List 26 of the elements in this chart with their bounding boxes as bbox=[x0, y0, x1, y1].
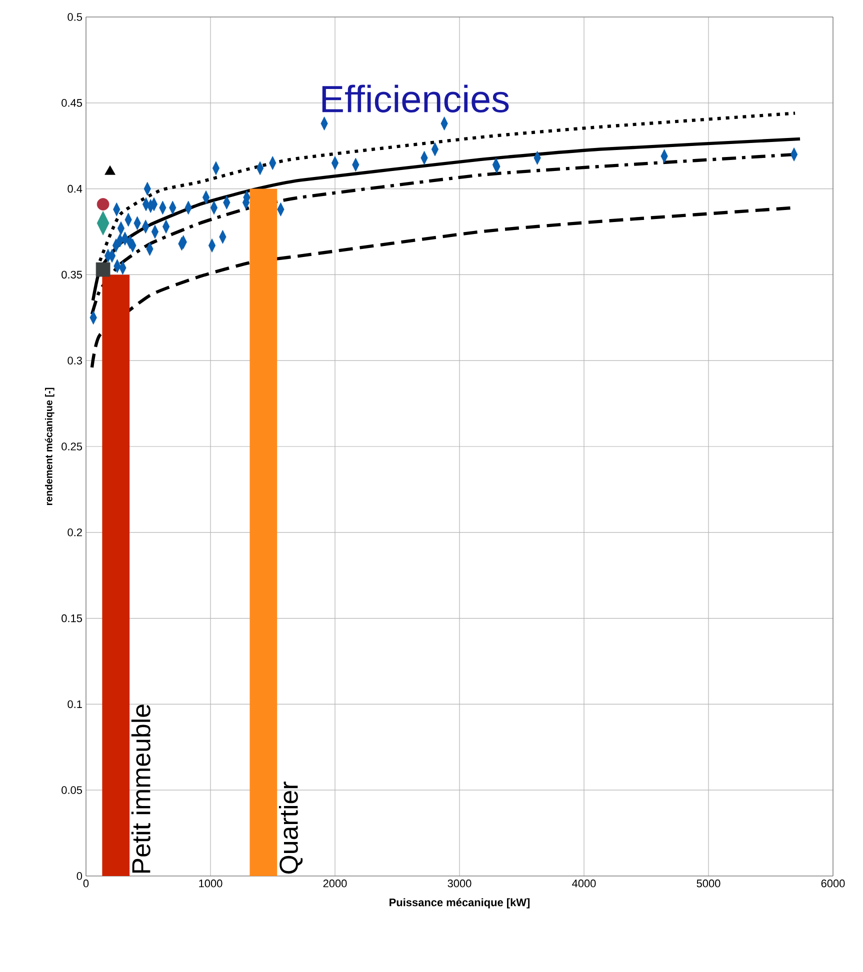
point bbox=[96, 262, 110, 277]
x-tick-label: 6000 bbox=[821, 880, 845, 888]
y-tick-label: 0.35 bbox=[62, 270, 82, 279]
x-axis-title: Puissance mécanique [kW] bbox=[390, 898, 530, 908]
y-tick-label: 0 bbox=[76, 872, 82, 880]
y-tick-label: 0.4 bbox=[68, 184, 82, 193]
point bbox=[96, 198, 110, 210]
y-tick-label: 0.25 bbox=[62, 442, 82, 450]
x-tick-label: 3000 bbox=[448, 880, 472, 888]
y-tick-label: 0.15 bbox=[62, 614, 82, 622]
y-tick-label: 0.45 bbox=[62, 99, 82, 107]
text: Quartier bbox=[278, 782, 303, 874]
text: Petit immeuble bbox=[131, 704, 150, 873]
y-tick-label: 0.1 bbox=[68, 700, 82, 708]
y-tick-label: 0.05 bbox=[62, 786, 82, 794]
x-tick-label: 5000 bbox=[696, 880, 720, 888]
x-tick-label: 2000 bbox=[323, 880, 347, 888]
y-tick-label: 0.2 bbox=[68, 528, 82, 536]
x-tick-label: 1000 bbox=[199, 880, 222, 888]
y-tick-label: 0.5 bbox=[68, 13, 82, 21]
x-tick-label: 4000 bbox=[572, 880, 596, 888]
x-tick-label: 0 bbox=[83, 880, 89, 888]
text: Efficiencies bbox=[322, 84, 509, 113]
y-tick-label: 0.3 bbox=[68, 356, 82, 364]
y-axis-title: rendement mécanique [-] bbox=[44, 388, 54, 506]
line-series bbox=[98, 112, 797, 263]
